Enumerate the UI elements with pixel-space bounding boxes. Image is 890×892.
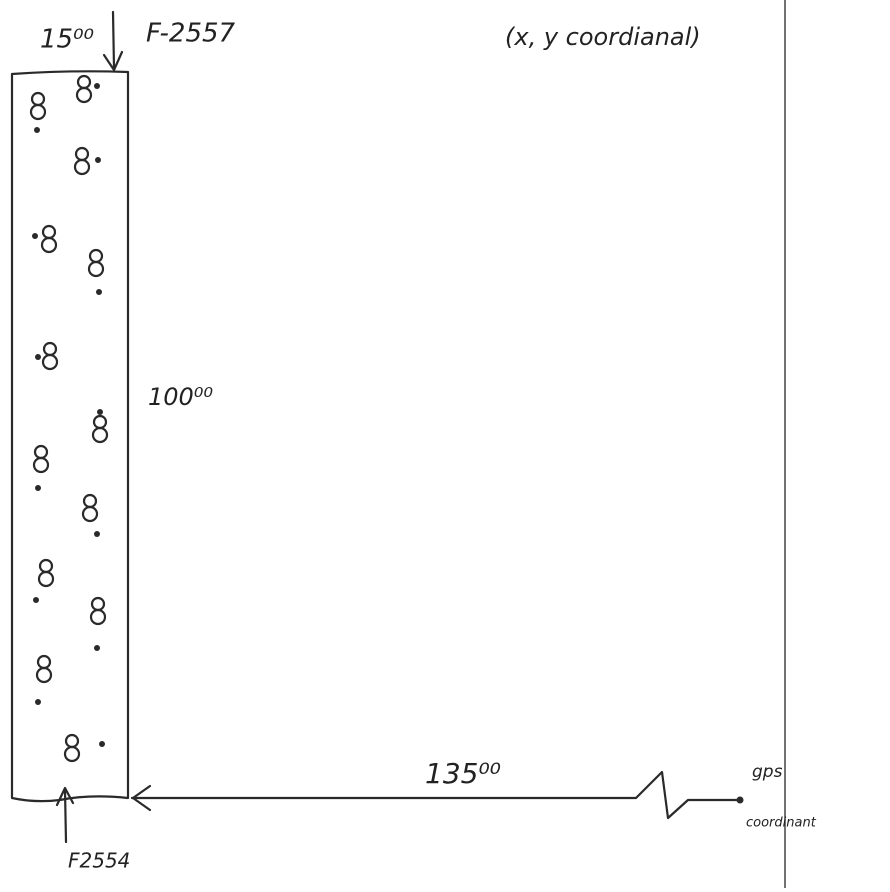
- top-width-label: 15⁰⁰: [40, 25, 95, 55]
- coordinates-note: (x, y coordianal): [505, 23, 701, 51]
- gps-label-2: coordinant: [746, 816, 817, 831]
- dimension-line: [130, 770, 742, 820]
- top-arrow: [102, 10, 124, 72]
- dimension-arrowhead: [131, 784, 152, 812]
- gps-point: [736, 796, 744, 804]
- gps-label: gps: [752, 762, 783, 782]
- side-length-label: 100⁰⁰: [148, 383, 213, 411]
- plot-outline: [10, 70, 130, 803]
- top-marker-label: F-2557: [146, 19, 236, 49]
- plant-dots: [32, 83, 105, 747]
- bottom-arrow: [55, 786, 75, 844]
- bottom-marker-label: F2554: [68, 849, 130, 873]
- bottom-length-label: 135⁰⁰: [425, 757, 501, 790]
- plant-markers: [29, 74, 109, 763]
